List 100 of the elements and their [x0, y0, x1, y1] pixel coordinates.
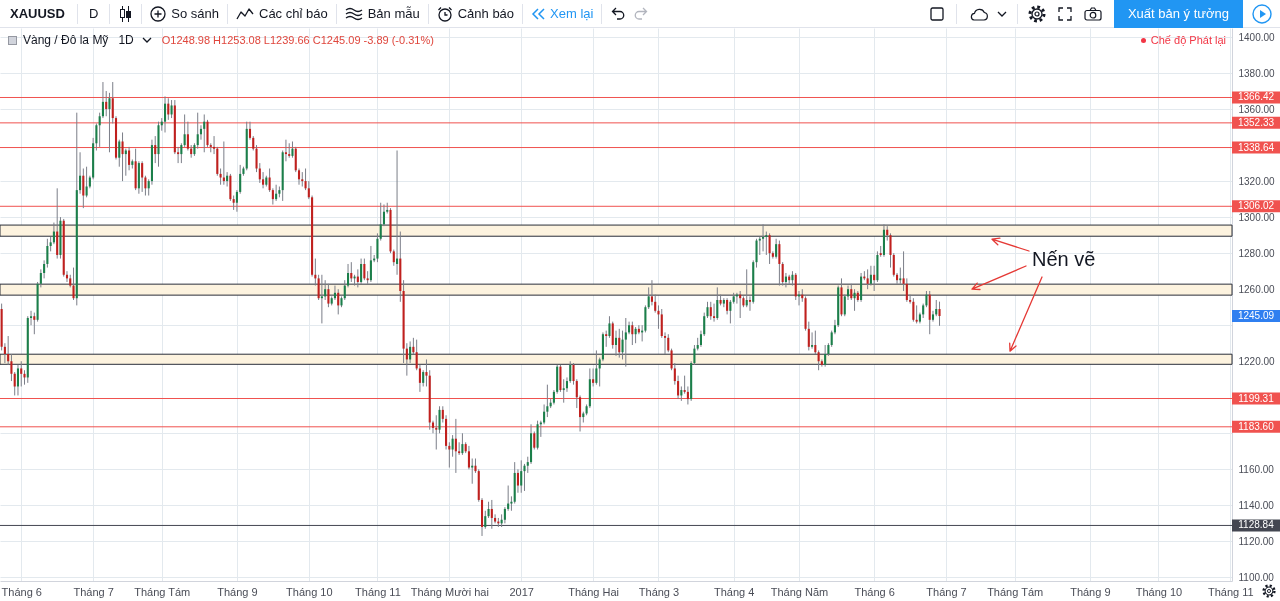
candlestick	[484, 510, 487, 530]
candlestick	[716, 286, 719, 321]
candlestick	[379, 202, 382, 242]
x-tick-label: Tháng Tám	[134, 585, 191, 598]
candlestick	[624, 317, 627, 368]
candlestick	[108, 92, 111, 153]
candlestick	[360, 258, 363, 285]
chart-title: Vàng / Đô la Mỹ	[23, 33, 109, 47]
x-tick-label: Tháng Tám	[987, 585, 1044, 598]
candlestick	[494, 513, 497, 524]
x-tick-label: Tháng Năm	[770, 585, 829, 598]
text: D	[88, 5, 99, 22]
candlestick	[869, 265, 872, 287]
candlestick	[121, 131, 124, 182]
candlestick	[85, 166, 88, 198]
candlestick	[768, 232, 771, 265]
text: Cảnh báo	[457, 5, 515, 22]
text: XAUUSD	[10, 5, 65, 22]
candlestick	[533, 430, 536, 450]
candlestick	[559, 364, 562, 393]
y-tick-label: 1280.00	[1238, 247, 1276, 259]
candlestick	[72, 267, 75, 301]
x-tick-label: Tháng Hai	[568, 585, 620, 598]
candlestick	[915, 304, 918, 324]
x-tick-label: Tháng 3	[638, 585, 680, 598]
x-tick-label: Tháng 11	[355, 585, 401, 598]
annotation: Nến vẽ	[1032, 248, 1096, 271]
candlestick	[931, 310, 935, 323]
y-tick-label: 1360.00	[1238, 103, 1276, 115]
candlestick	[376, 232, 379, 263]
candlestick	[781, 261, 784, 287]
candlestick	[183, 113, 186, 148]
candlestick	[667, 333, 670, 353]
text: So sánh	[171, 5, 219, 22]
x-tick-label: Tháng 9	[217, 585, 258, 598]
candlestick	[912, 297, 915, 323]
x-tick-label: Tháng 6	[854, 585, 895, 598]
y-tick-label: 1300.00	[1238, 211, 1276, 223]
candlestick	[905, 277, 908, 303]
annotation: Chế độ Phát lại	[1150, 34, 1226, 46]
candlestick	[154, 135, 157, 164]
y-tick-label: 1220.00	[1238, 355, 1276, 367]
x-tick-label: Tháng 7	[926, 585, 967, 598]
candlestick	[775, 238, 778, 260]
candlestick	[435, 414, 438, 450]
candlestick	[686, 385, 689, 405]
candlestick	[748, 295, 752, 312]
candlestick	[778, 240, 781, 287]
candlestick	[170, 99, 173, 119]
candlestick	[454, 418, 457, 474]
candlestick	[745, 268, 748, 308]
candlestick	[186, 121, 189, 151]
candlestick	[199, 124, 203, 141]
candlestick	[536, 420, 539, 450]
candlestick	[784, 272, 787, 288]
candlestick	[350, 261, 353, 283]
y-tick-label: 1400.00	[1238, 31, 1276, 43]
y-tick-label: 1320.00	[1238, 175, 1276, 187]
candlestick	[196, 112, 199, 150]
annotation: O1248.98 H1253.08 L1239.66 C1245.09 -3.89 (-0.31%)	[161, 34, 434, 46]
candlestick	[301, 171, 304, 188]
text: Các chỉ báo	[259, 5, 328, 22]
candlestick	[631, 321, 634, 346]
candlestick	[461, 432, 464, 456]
candlestick	[320, 274, 323, 324]
x-tick-label: Tháng 10	[1135, 585, 1183, 598]
candlestick	[13, 371, 16, 396]
y-tick-label: 1120.00	[1238, 535, 1275, 547]
x-tick-label: Tháng 6	[1, 585, 42, 598]
candlestick	[562, 378, 565, 404]
candlestick	[363, 258, 366, 281]
x-tick-label: Tháng 9	[1070, 585, 1111, 598]
y-tick-label: 1160.00	[1238, 463, 1275, 475]
candlestick	[118, 139, 121, 168]
candlestick	[712, 303, 716, 323]
ref-line-label: 1306.02	[1237, 200, 1275, 212]
ref-line-label: 1199.31	[1238, 392, 1275, 404]
candlestick	[203, 113, 206, 153]
candlestick	[614, 330, 618, 357]
x-tick-label: Tháng 11	[1208, 585, 1254, 598]
candlestick	[124, 148, 127, 177]
ref-line-label: 1183.60	[1238, 420, 1275, 432]
ref-line-label: 1352.33	[1237, 116, 1275, 128]
candlestick	[451, 434, 454, 458]
candlestick	[520, 459, 523, 494]
candlestick	[729, 299, 732, 324]
button: Xuất bản ý tưởng	[1113, 0, 1243, 28]
y-tick-label: 1260.00	[1238, 283, 1276, 295]
x-tick-label: Tháng Mười hai	[410, 585, 489, 598]
candlestick	[180, 142, 183, 164]
ref-line-label: 1338.64	[1237, 141, 1275, 153]
candlestick	[618, 328, 621, 359]
candlestick	[33, 312, 36, 335]
x-tick-label: Tháng 4	[713, 585, 755, 598]
x-tick-label: Tháng 10	[286, 585, 333, 598]
candlestick	[794, 272, 797, 301]
ref-line-label: 1366.42	[1237, 91, 1275, 103]
candlestick	[105, 90, 108, 117]
candlestick	[229, 173, 232, 202]
candlestick	[396, 149, 399, 276]
